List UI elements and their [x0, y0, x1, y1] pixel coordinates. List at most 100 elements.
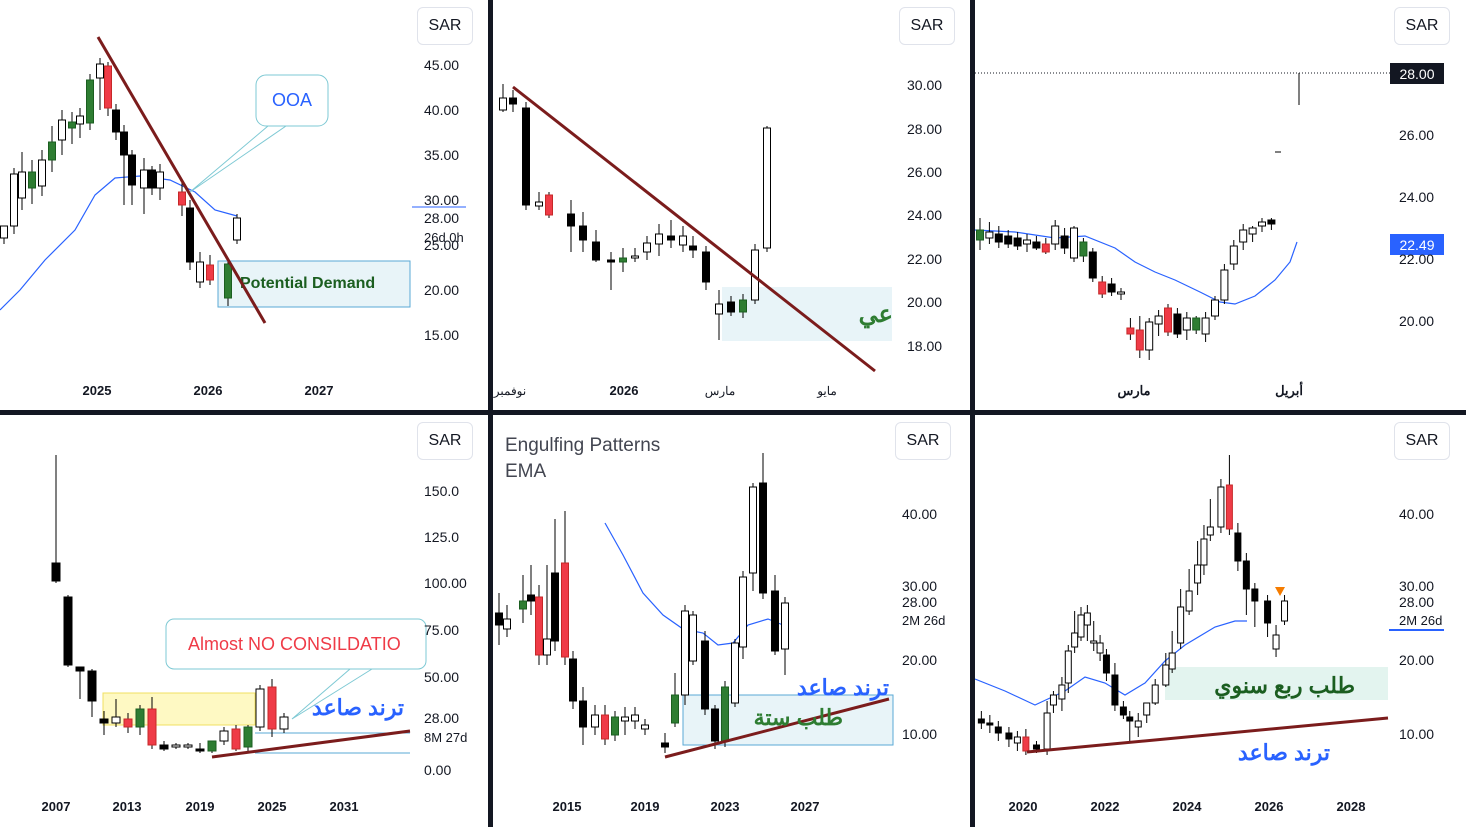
candle-body — [551, 572, 559, 642]
candle-body — [1117, 291, 1125, 295]
x-tick-label: أبريل — [1275, 382, 1303, 399]
candle-body — [156, 171, 164, 189]
chart-canvas-2[interactable]: عي 30.00 28.00 26.00 24.00 22.00 20.00 18.00 نوف… — [493, 0, 970, 410]
candle-body — [86, 79, 94, 124]
candle-body — [1051, 225, 1060, 245]
x-tick-label: 2026 — [1255, 799, 1284, 814]
candle-body — [527, 594, 535, 602]
candle-body — [711, 708, 719, 742]
candle-body — [231, 728, 241, 750]
candle-body — [976, 229, 984, 241]
y-tick-label: 10.00 — [1399, 726, 1434, 742]
currency-badge[interactable]: SAR — [417, 7, 473, 45]
y-tick-label: 15.00 — [424, 327, 459, 343]
candle-body — [1251, 588, 1259, 602]
candle-body — [112, 109, 120, 133]
candle-body — [51, 562, 61, 582]
currency-badge[interactable]: SAR — [417, 422, 473, 460]
callout-text: OOA — [272, 90, 312, 110]
countdown-label: 8M 27d — [424, 730, 467, 745]
chart-panel-5[interactable]: Engulfing Patterns EMA ترند صاعد طلب ستة 40.… — [493, 415, 970, 827]
candle-body — [18, 171, 26, 199]
x-tick-label: 2025 — [83, 383, 112, 398]
chart-canvas-3[interactable]: 28.00 22.49 26.00 24.00 22.00 20.00 مارس أبريل — [975, 0, 1466, 410]
candle-body — [561, 562, 569, 658]
candle-body — [739, 576, 747, 648]
candle-body — [1194, 564, 1202, 584]
currency-badge[interactable]: SAR — [895, 422, 951, 460]
candle-body — [63, 596, 73, 666]
candle-body — [1192, 317, 1201, 331]
candle-body — [1264, 600, 1272, 624]
y-tick-label: 40.00 — [902, 506, 937, 522]
candle-body — [1013, 237, 1022, 247]
y-tick-label: 28.00 — [1399, 594, 1434, 610]
candle-body — [1090, 640, 1098, 644]
candle-body — [1162, 664, 1170, 686]
candle-body — [619, 257, 627, 263]
trend-line — [664, 697, 890, 759]
candle-body — [1173, 313, 1182, 335]
y-tick-label: 30.00 — [907, 77, 942, 93]
candle-body — [1022, 736, 1030, 752]
candle-body — [10, 173, 18, 227]
candle-body — [148, 169, 156, 189]
candle-body — [128, 154, 136, 186]
chart-canvas-5[interactable]: Engulfing Patterns EMA ترند صاعد طلب ستة 40.… — [493, 415, 970, 827]
candle-body — [104, 65, 112, 109]
y-tick-label: 22.00 — [907, 251, 942, 267]
trend-label: ترند صاعد — [797, 675, 889, 701]
candle-body — [621, 716, 629, 722]
candle-body — [1043, 712, 1051, 750]
candle-body — [120, 131, 128, 156]
candle-body — [1182, 317, 1191, 331]
ema-line — [604, 522, 784, 646]
currency-badge[interactable]: SAR — [1394, 422, 1450, 460]
chart-panel-1[interactable]: Potential Demand OOA 45.00 40.00 35.00 30.00 2… — [0, 0, 488, 410]
demand-zone-label: طلب ربع سنوي — [1214, 673, 1355, 699]
candle-body — [1070, 227, 1078, 259]
candle-body — [569, 658, 577, 702]
candle-body — [1088, 251, 1097, 279]
x-tick-label: مارس — [1117, 383, 1150, 399]
candle-body — [601, 714, 609, 740]
chart-panel-4[interactable]: ترند صاعد Almost NO CONSILDATIO 150.0 125.0… — [0, 415, 488, 827]
currency-badge[interactable]: SAR — [899, 7, 955, 45]
demand-zone-label: Potential Demand — [240, 275, 375, 292]
y-tick-label: 28.00 — [902, 594, 937, 610]
candle-body — [171, 744, 181, 748]
candle-body — [579, 700, 587, 728]
candle-body — [759, 482, 767, 594]
candle-body — [1071, 632, 1079, 648]
candle-body — [994, 233, 1003, 243]
chart-canvas-1[interactable]: Potential Demand OOA 45.00 40.00 35.00 30.00 2… — [0, 0, 488, 410]
candle-body — [96, 63, 104, 79]
candle-body — [977, 718, 985, 724]
chart-panel-2[interactable]: عي 30.00 28.00 26.00 24.00 22.00 20.00 18.00 نوف… — [493, 0, 970, 410]
candle-body — [1049, 694, 1057, 706]
currency-badge[interactable]: SAR — [1394, 7, 1450, 45]
chart-panel-3[interactable]: 28.00 22.49 26.00 24.00 22.00 20.00 مارس أبريل … — [975, 0, 1466, 410]
candle-body — [607, 259, 615, 263]
chart-panel-6[interactable]: طلب ربع سنوي ترند صاعد 40.00 30.00 28.00 20.0… — [975, 415, 1466, 827]
y-tick-label: 24.00 — [1399, 189, 1434, 205]
trend-label: ترند صاعد — [312, 695, 404, 721]
candle-body — [781, 602, 789, 650]
candle-body — [731, 642, 739, 704]
chart-canvas-4[interactable]: ترند صاعد Almost NO CONSILDATIO 150.0 125.0… — [0, 415, 488, 827]
y-tick-label: 18.00 — [907, 338, 942, 354]
candle-body — [1107, 283, 1116, 293]
y-tick-label: 125.0 — [424, 529, 459, 545]
y-tick-label: 22.00 — [1399, 251, 1434, 267]
x-tick-label: 2007 — [42, 799, 71, 814]
y-tick-label: 40.00 — [1399, 506, 1434, 522]
candle-body — [1164, 307, 1172, 333]
callout-pointer — [291, 668, 373, 720]
candle-body — [1154, 315, 1163, 325]
candle-body — [522, 107, 530, 206]
demand-zone — [1165, 667, 1388, 700]
candle-body — [1004, 235, 1013, 245]
candle-body — [1242, 560, 1250, 590]
candle-body — [1126, 716, 1134, 722]
